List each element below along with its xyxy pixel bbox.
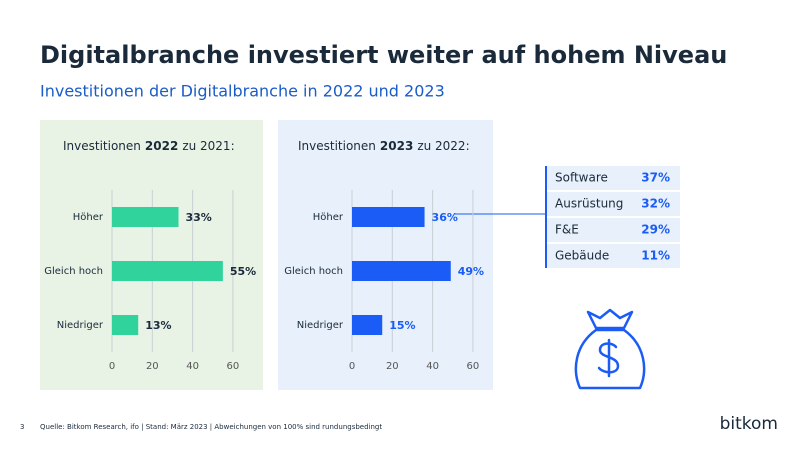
page-number: 3 [20,423,24,431]
row-label: Software [555,171,608,185]
panel [40,120,263,390]
value-label: 13% [145,319,171,332]
value-label: 49% [458,265,484,278]
row-label: Gebäude [555,249,609,263]
x-tick-label: 60 [227,361,240,372]
value-label: 55% [230,265,256,278]
bar [112,315,139,335]
slide-subtitle: Investitionen der Digitalbranche in 2022… [40,82,445,101]
y-tick-label: Höher [73,212,104,223]
x-tick-label: 0 [349,361,355,372]
row-value: 37% [641,171,670,185]
panel [278,120,493,390]
table-row [545,244,680,268]
x-tick-label: 40 [426,361,439,372]
chart-title-part: 2022 [145,139,178,153]
chart-title: Investitionen 2023 zu 2022: [298,139,470,153]
chart-title-part: 2023 [380,139,413,153]
breakdown-table: Software 37% Ausrüstung 32% F&E 29% Gebäude 11% [545,166,680,268]
bar [352,207,425,227]
value-label: 15% [389,319,415,332]
x-tick-label: 60 [467,361,480,372]
value-label: 33% [186,211,212,224]
table-row [545,192,680,216]
y-tick-label: Gleich hoch [44,266,103,277]
y-tick-label: Niedriger [297,320,344,331]
x-tick-label: 0 [109,361,115,372]
chart-title-part: zu 2021: [182,139,234,153]
row-label: F&E [555,223,579,237]
row-value: 11% [641,249,670,263]
bar [352,261,451,281]
bar [352,315,383,335]
row-value: 29% [641,223,670,237]
chart-title-part: Investitionen [298,139,376,153]
chart-title-part: Investitionen [63,139,141,153]
money-bag-icon [574,308,646,390]
y-tick-label: Niedriger [57,320,104,331]
chart-title-part: zu 2022: [417,139,469,153]
x-tick-label: 40 [186,361,199,372]
table-row [545,166,680,190]
y-tick-label: Gleich hoch [284,266,343,277]
bar [112,207,179,227]
value-label: 36% [432,211,458,224]
logo: bitkom [720,414,778,434]
slide-title: Digitalbranche investiert weiter auf hoh… [40,41,727,69]
row-value: 32% [641,197,670,211]
source-note: Quelle: Bitkom Research, ifo | Stand: Mä… [40,423,382,431]
x-tick-label: 20 [146,361,159,372]
bar [112,261,223,281]
x-tick-label: 20 [386,361,399,372]
table-row [545,218,680,242]
y-tick-label: Höher [313,212,344,223]
row-label: Ausrüstung [555,197,623,211]
chart-title: Investitionen 2022 zu 2021: [63,139,235,153]
